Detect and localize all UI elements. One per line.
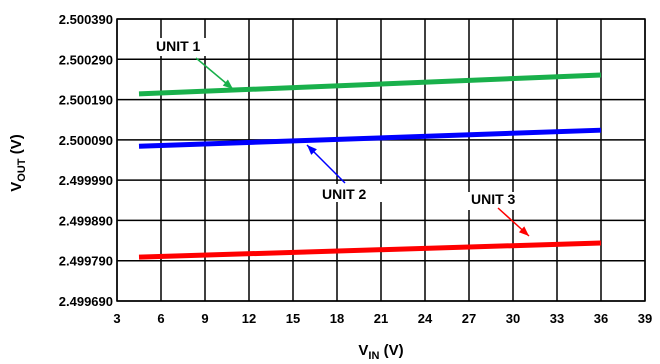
annotation-label: UNIT 3 bbox=[471, 191, 516, 207]
x-tick-label: 15 bbox=[286, 311, 300, 326]
annotation-label: UNIT 2 bbox=[322, 186, 367, 202]
series-lines bbox=[138, 72, 602, 260]
series-line-unit-1 bbox=[138, 72, 602, 97]
x-tick-label: 6 bbox=[157, 311, 164, 326]
annotation-unit-1: UNIT 1 bbox=[151, 38, 234, 90]
x-tick-label: 24 bbox=[418, 311, 433, 326]
x-tick-label: 21 bbox=[374, 311, 388, 326]
y-tick-label: 2.499690 bbox=[59, 294, 113, 309]
annotation-arrowhead bbox=[518, 226, 529, 236]
annotation-box bbox=[318, 184, 384, 202]
x-tick-label: 39 bbox=[638, 311, 652, 326]
x-tick-label: 12 bbox=[242, 311, 256, 326]
y-axis-title-sub: OUT bbox=[16, 158, 28, 182]
x-axis-title-sub: IN bbox=[368, 350, 379, 362]
x-tick-label: 3 bbox=[113, 311, 120, 326]
x-tick-label: 30 bbox=[506, 311, 520, 326]
y-tick-label: 2.500290 bbox=[59, 52, 113, 67]
plot-frame bbox=[116, 18, 646, 302]
series-line-unit-2 bbox=[138, 127, 602, 149]
annotation-box bbox=[151, 38, 217, 56]
x-tick-label: 36 bbox=[594, 311, 608, 326]
annotation-label: UNIT 1 bbox=[156, 38, 201, 54]
x-tick-label: 27 bbox=[462, 311, 476, 326]
y-tick-label: 2.500390 bbox=[59, 12, 113, 27]
y-tick-label: 2.499990 bbox=[59, 173, 113, 188]
series-line-unit-3 bbox=[138, 240, 602, 260]
annotation-box bbox=[466, 192, 532, 210]
y-axis-title: VOUT (V) bbox=[8, 134, 28, 191]
annotation-unit-3: UNIT 3 bbox=[466, 191, 532, 237]
tick-labels: 3 6 9 12 15 18 21 24 27 30 33 36 392.4996902.4997902… bbox=[59, 12, 652, 326]
x-tick-label: 9 bbox=[201, 311, 208, 326]
x-tick-label: 33 bbox=[550, 311, 564, 326]
annotation-unit-2: UNIT 2 bbox=[306, 144, 384, 202]
y-axis-title-unit: (V) bbox=[8, 134, 25, 158]
y-axis-title-main: V bbox=[8, 182, 25, 192]
y-tick-label: 2.500090 bbox=[59, 133, 113, 148]
x-tick-label: 18 bbox=[330, 311, 344, 326]
annotation-arrowhead bbox=[307, 145, 317, 155]
x-axis-title: VIN (V) bbox=[358, 342, 403, 362]
annotation-arrowhead bbox=[222, 79, 233, 89]
x-axis-title-main: V bbox=[358, 342, 368, 359]
y-tick-label: 2.499790 bbox=[59, 254, 113, 269]
y-tick-label: 2.500190 bbox=[59, 93, 113, 108]
annotations: UNIT 1 UNIT 2 UNIT 3 bbox=[151, 38, 532, 237]
x-axis-title-unit: (V) bbox=[379, 342, 403, 359]
grid bbox=[116, 18, 646, 302]
y-tick-label: 2.499890 bbox=[59, 213, 113, 228]
